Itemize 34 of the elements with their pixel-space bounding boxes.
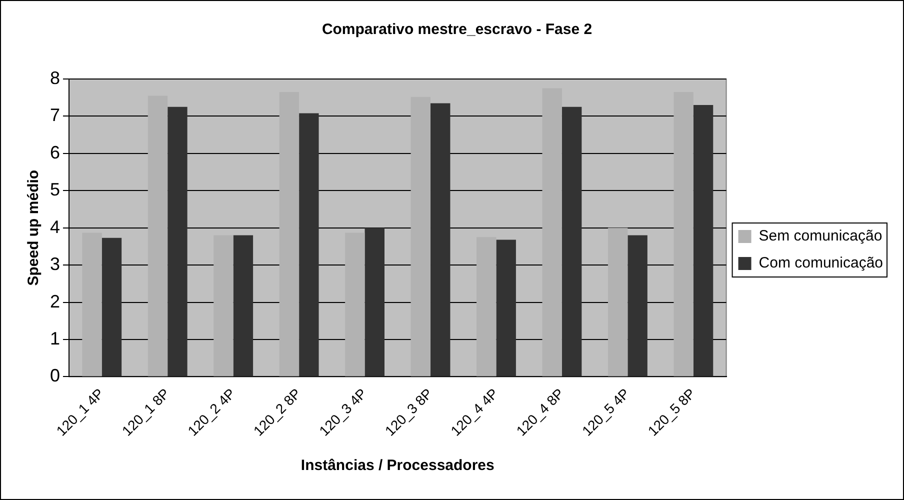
y-tick-label: 6 [50,142,60,162]
bar [299,113,319,376]
bar [628,235,648,376]
bar [476,237,496,376]
y-tick-label: 1 [50,328,60,348]
bar [410,96,431,376]
bar [496,240,516,376]
bar [430,103,450,376]
bar [168,106,188,376]
legend-label: Sem comunicação [758,228,882,245]
x-axis-title: Instâncias / Processadores [300,457,494,474]
chart-title: Comparativo mestre_escravo - Fase 2 [322,21,592,38]
bar [345,232,365,376]
y-tick-label: 5 [50,180,60,200]
bar [148,96,168,376]
y-tick-label: 4 [50,216,60,237]
y-axis-title: Speed up médio [25,170,42,286]
bar [102,238,122,376]
y-tick-label: 2 [50,291,60,312]
bar [562,106,582,376]
legend-label: Com comunicação [758,254,883,272]
y-tick-label: 8 [50,68,60,88]
bar [693,105,714,376]
y-tick-label: 3 [50,254,60,274]
bar [214,235,234,376]
bar [674,92,694,376]
y-tick-label: 7 [50,105,60,126]
bar [542,88,562,376]
bar [233,235,254,376]
y-tick-label: 0 [50,366,60,386]
bar [279,92,300,376]
bar [82,232,102,376]
bar [364,228,384,376]
bar [608,228,628,376]
